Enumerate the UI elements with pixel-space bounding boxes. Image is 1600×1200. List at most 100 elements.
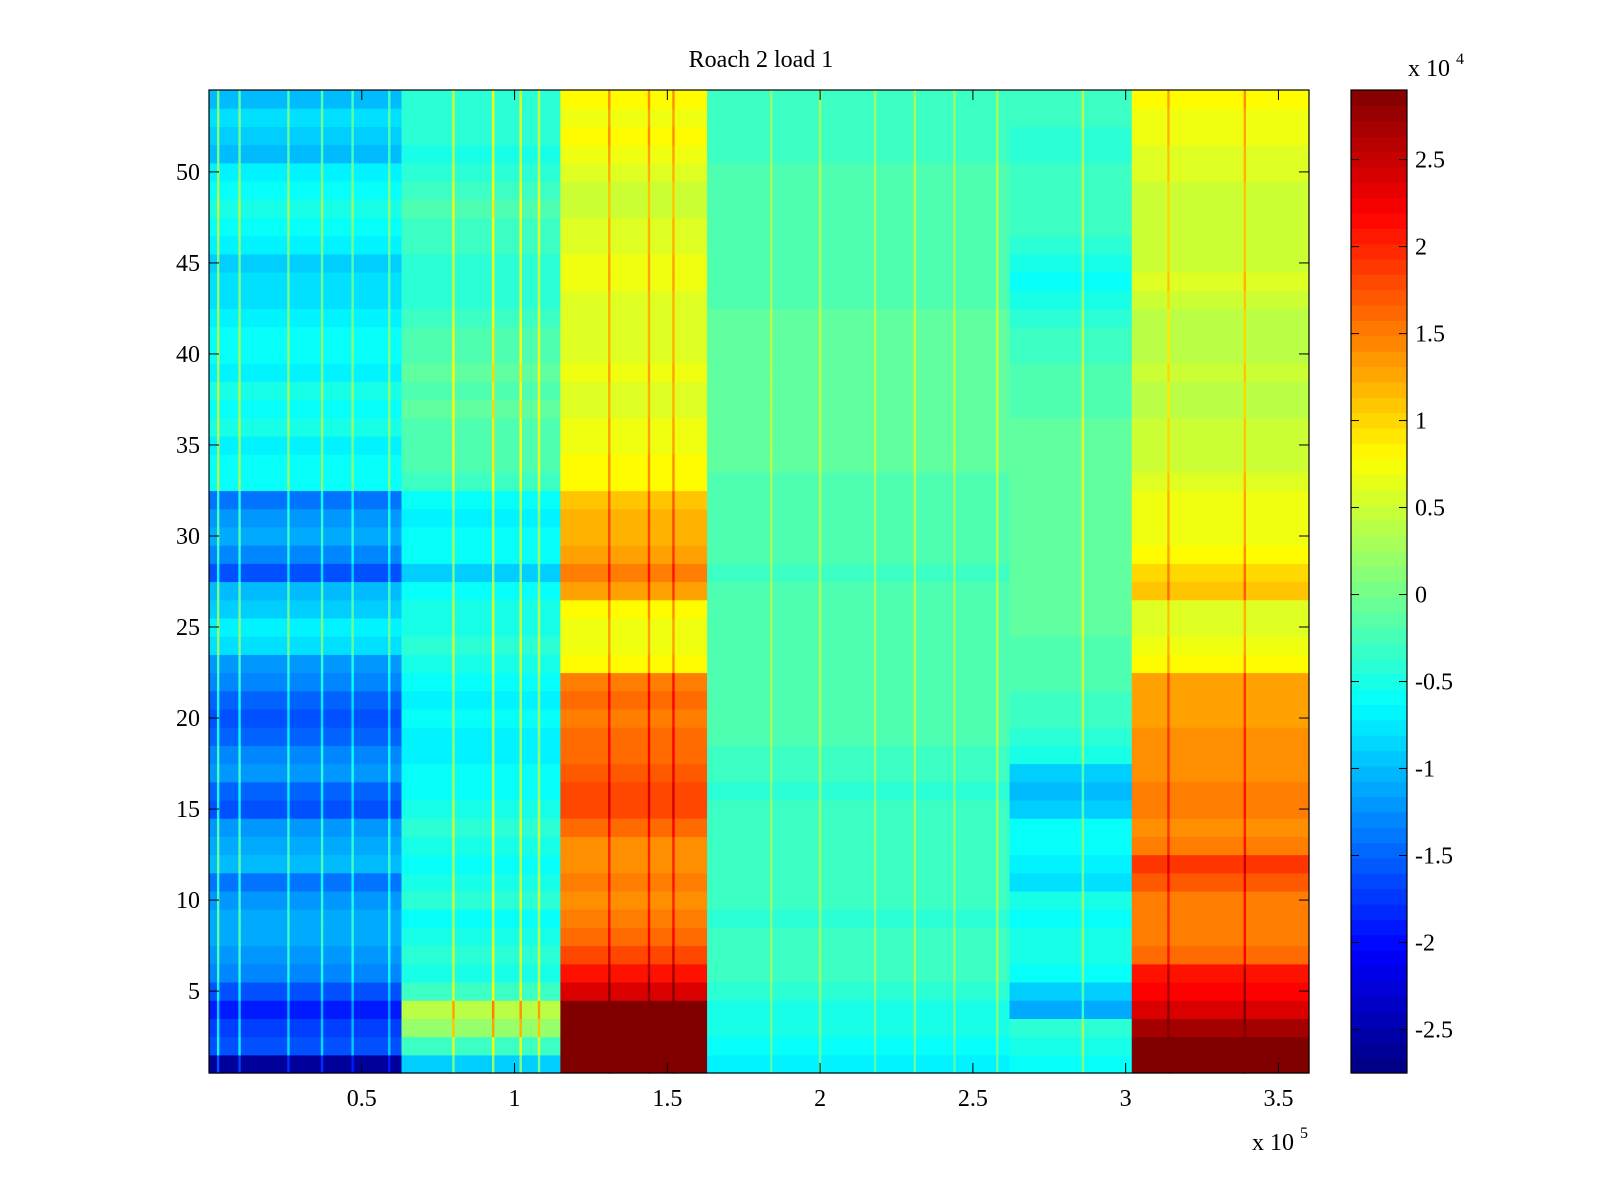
spike-segment [388, 381, 391, 401]
spike-segment [491, 799, 495, 819]
spike-segment [452, 854, 455, 874]
spike-segment [873, 399, 877, 419]
heatmap-cell [1131, 1018, 1310, 1038]
spike-segment [770, 763, 773, 783]
heatmap-cell [560, 927, 708, 947]
spike-segment [672, 563, 675, 583]
spike-segment [873, 563, 877, 583]
spike-segment [873, 1018, 877, 1038]
spike-segment [216, 636, 220, 655]
x-axis-multiplier: x 10 5 [1252, 1125, 1308, 1156]
spike-segment [672, 836, 675, 856]
spike-segment [818, 181, 822, 200]
spike-segment [320, 90, 324, 109]
spike-segment [672, 90, 675, 109]
spike-segment [287, 490, 290, 510]
spike-segment [818, 1036, 822, 1056]
colorbar-swatch [1351, 811, 1407, 828]
spike-segment [1243, 454, 1247, 473]
spike-segment [287, 963, 290, 983]
spike-segment [287, 108, 290, 127]
spike-segment [1243, 126, 1247, 146]
spike-segment [608, 690, 611, 710]
heatmap-cell [707, 872, 1011, 892]
heatmap-cell [1131, 617, 1310, 637]
spike-segment [1081, 217, 1085, 237]
spike-segment [672, 308, 675, 328]
spike-segment [996, 181, 999, 200]
heatmap-cell [209, 526, 403, 546]
heatmap-cell [707, 781, 1011, 801]
heatmap-cell [560, 563, 708, 583]
heatmap-cell [707, 417, 1011, 437]
heatmap-cell [401, 745, 561, 765]
colorbar-swatch [1351, 427, 1407, 444]
heatmap-cell [707, 326, 1011, 346]
spike-segment [320, 563, 324, 583]
spike-segment [1167, 363, 1170, 382]
heatmap-cell [560, 217, 708, 237]
spike-segment [519, 654, 522, 674]
heatmap-cell [401, 890, 561, 910]
spike-segment [608, 872, 611, 892]
heatmap-cell [1009, 672, 1133, 692]
spike-segment [818, 162, 822, 182]
spike-segment [913, 745, 917, 765]
spike-segment [672, 1000, 675, 1019]
spike-segment [287, 472, 290, 492]
heatmap-cell [1009, 253, 1133, 273]
colorbar-multiplier-base: x 10 [1408, 56, 1450, 82]
heatmap-cell [1009, 727, 1133, 746]
spike-segment [351, 545, 354, 564]
spike-segment [351, 272, 354, 291]
spike-segment [873, 781, 877, 801]
spike-segment [351, 126, 354, 146]
spike-segment [537, 1018, 541, 1038]
spike-segment [913, 818, 917, 837]
spike-segment [913, 344, 917, 364]
spike-segment [1081, 945, 1085, 965]
heatmap-cell [401, 799, 561, 819]
heatmap-cell [1131, 490, 1310, 510]
heatmap-cell [209, 945, 403, 965]
spike-segment [287, 144, 290, 164]
spike-segment [770, 454, 773, 473]
heatmap-cell [707, 1036, 1011, 1056]
spike-segment [452, 1036, 455, 1056]
spike-segment [672, 162, 675, 182]
spike-segment [953, 1054, 956, 1074]
spike-segment [608, 126, 611, 146]
spike-segment [388, 1000, 391, 1019]
spike-segment [1081, 563, 1085, 583]
spike-segment [996, 126, 999, 146]
colorbar-swatch [1351, 873, 1407, 890]
spike-segment [351, 981, 354, 1001]
heatmap-cell [1131, 818, 1310, 837]
spike-segment [1243, 526, 1247, 546]
spike-segment [953, 1036, 956, 1056]
spike-segment [351, 290, 354, 310]
x-axis-multiplier-exponent: 5 [1300, 1125, 1308, 1142]
spike-segment [672, 417, 675, 437]
colorbar-swatch [1351, 151, 1407, 168]
colorbar-swatch [1351, 335, 1407, 352]
spike-segment [1081, 272, 1085, 291]
spike-segment [818, 563, 822, 583]
spike-line [672, 90, 675, 1074]
spike-segment [996, 1018, 999, 1038]
spike-segment [351, 508, 354, 528]
spike-segment [320, 381, 324, 401]
heatmap-cell [707, 617, 1011, 637]
spike-segment [953, 799, 956, 819]
spike-segment [320, 654, 324, 674]
heatmap-cell [401, 909, 561, 928]
spike-segment [953, 672, 956, 692]
spike-segment [1081, 1018, 1085, 1038]
spike-segment [953, 636, 956, 655]
spike-segment [351, 181, 354, 200]
spike-segment [491, 545, 495, 564]
spike-line [1167, 90, 1170, 1074]
spike-segment [491, 690, 495, 710]
spike-segment [647, 90, 651, 109]
x-tick-label: 1 [509, 1086, 521, 1112]
